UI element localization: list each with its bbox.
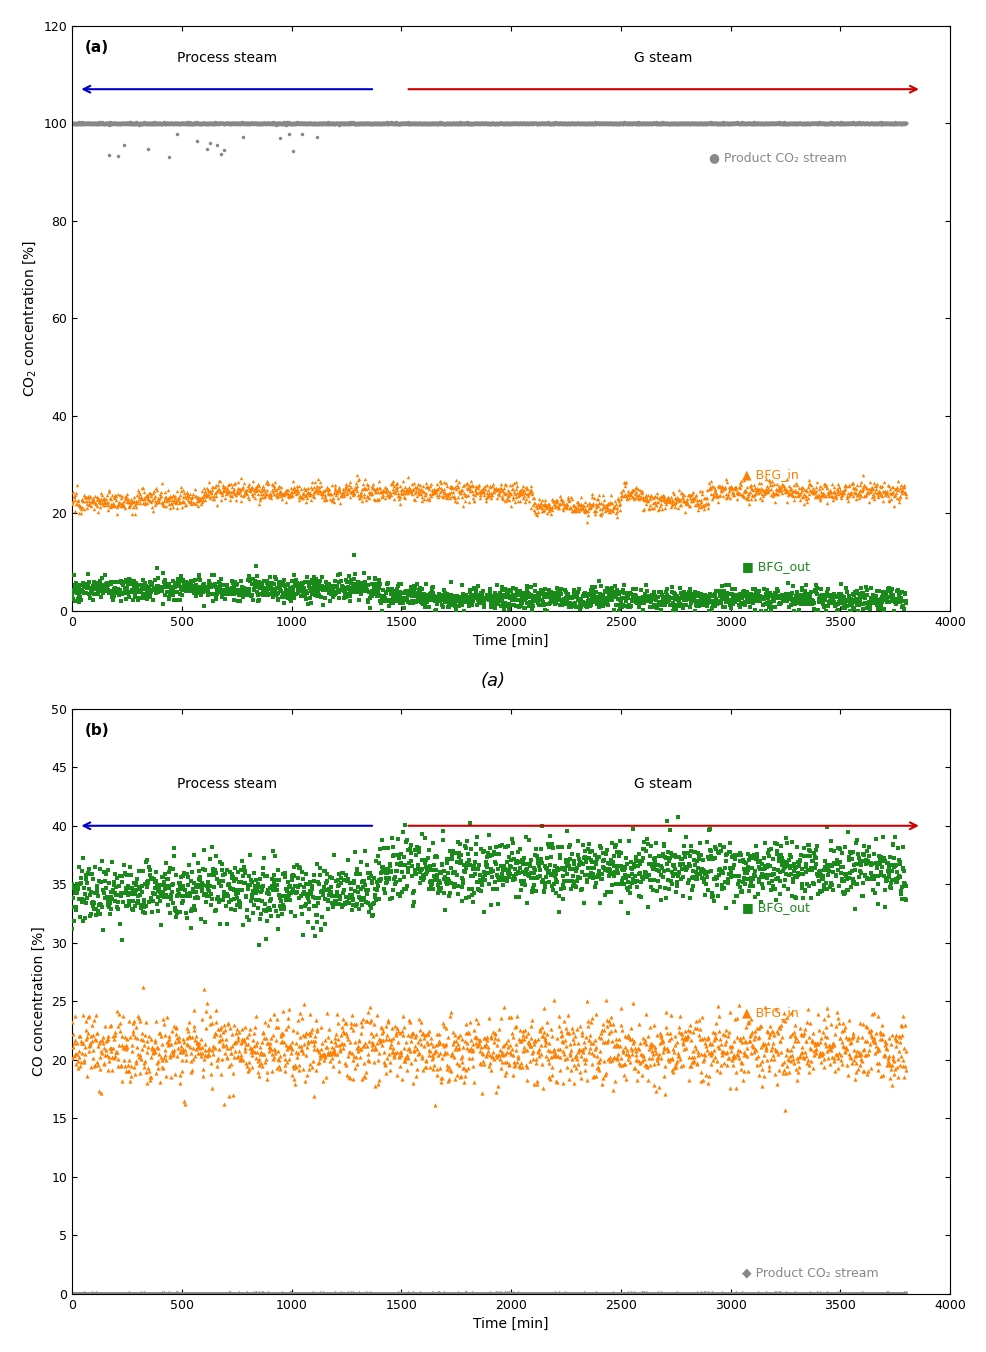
Text: ● Product CO₂ stream: ● Product CO₂ stream (708, 151, 846, 164)
Text: ▲ BFG_in: ▲ BFG_in (740, 1006, 798, 1019)
Text: ▲ BFG_in: ▲ BFG_in (740, 468, 798, 481)
Text: Process steam: Process steam (176, 776, 276, 791)
Text: G steam: G steam (634, 776, 692, 791)
Text: (a): (a) (85, 41, 109, 55)
Text: (b): (b) (85, 723, 109, 738)
Text: ■ BFG_out: ■ BFG_out (740, 561, 809, 573)
X-axis label: Time [min]: Time [min] (473, 634, 548, 648)
Y-axis label: CO$_2$ concentration [%]: CO$_2$ concentration [%] (21, 239, 37, 397)
Text: ■ BFG_out: ■ BFG_out (740, 902, 809, 914)
Text: Process steam: Process steam (176, 51, 276, 65)
Y-axis label: CO concentration [%]: CO concentration [%] (32, 926, 45, 1076)
X-axis label: Time [min]: Time [min] (473, 1317, 548, 1332)
Text: G steam: G steam (634, 51, 692, 65)
Text: (a): (a) (480, 672, 506, 690)
Text: ◆ Product CO₂ stream: ◆ Product CO₂ stream (740, 1267, 878, 1279)
